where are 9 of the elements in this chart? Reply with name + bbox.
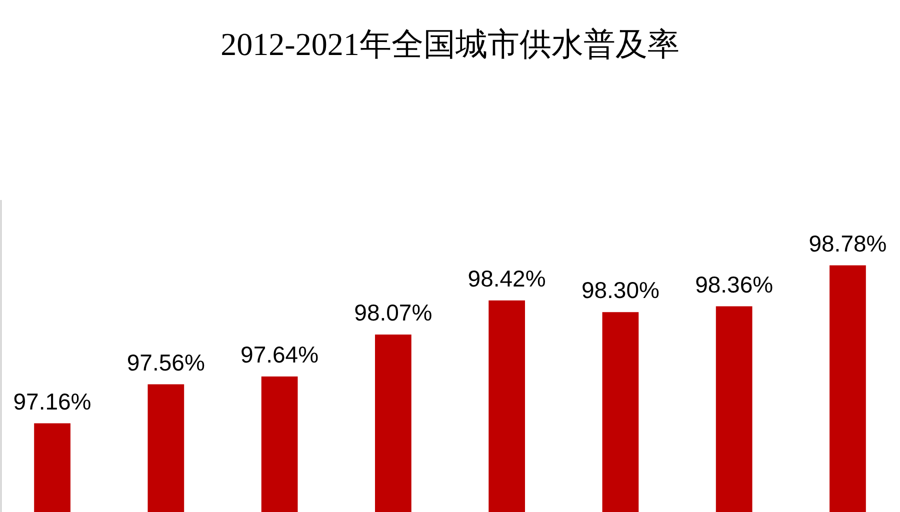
data-label: 97.16% [13, 388, 92, 414]
data-label: 97.64% [240, 341, 319, 368]
chart-title: 2012-2021年全国城市供水普及率 [220, 26, 680, 62]
data-label: 98.07% [354, 300, 432, 326]
data-label: 98.42% [468, 265, 546, 292]
data-label: 98.30% [581, 277, 660, 304]
data-label: 98.36% [695, 271, 774, 298]
data-label: 98.78% [808, 230, 887, 256]
data-label: 97.56% [126, 349, 205, 376]
